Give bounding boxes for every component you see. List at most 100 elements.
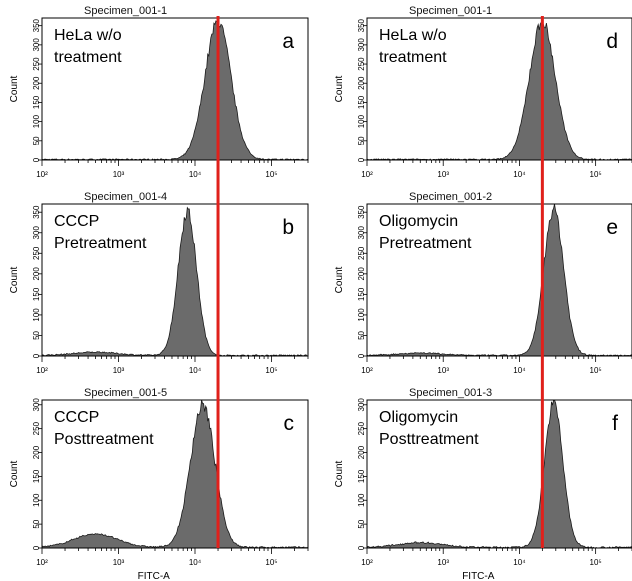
plot-frame-e [366, 203, 632, 357]
y-tick-label: 300 [357, 398, 366, 412]
condition-label: Oligomycin [379, 213, 458, 230]
y-tick-label: 50 [357, 136, 366, 145]
y-tick-label: 150 [32, 469, 41, 483]
condition-label: treatment [54, 49, 122, 66]
y-axis-label: Count [9, 460, 20, 487]
histogram-d [366, 21, 632, 161]
y-tick-label: 0 [32, 157, 41, 162]
y-tick-label: 300 [357, 226, 366, 240]
panel-letter: e [606, 216, 618, 239]
specimen-title: Specimen_001-3 [409, 387, 492, 399]
x-tick-label: 10³ [437, 170, 449, 179]
y-tick-label: 0 [357, 353, 366, 358]
x-axis-label: FITC-A [138, 571, 171, 581]
plot-frame-b [41, 203, 309, 357]
panel-letter: a [282, 30, 294, 53]
panel-d: 10² 10³ 10⁴ 10⁵ 0 50 100 150 200 250 300 350 Count Sp… [334, 5, 632, 179]
x-tick-label: 10³ [113, 558, 125, 567]
x-tick-label: 10⁵ [265, 366, 277, 375]
condition-label: Oligomycin [379, 409, 458, 426]
y-tick-label: 300 [357, 38, 366, 52]
condition-label: Pretreatment [54, 235, 147, 252]
y-tick-label: 200 [32, 76, 41, 90]
panel-c: 10² 10³ 10⁴ 10⁵ 0 50 100 150 200 250 300 Count FITC-… [9, 387, 309, 581]
y-tick-label: 350 [32, 18, 41, 32]
y-tick-label: 300 [32, 38, 41, 52]
y-tick-label: 200 [32, 267, 41, 281]
y-tick-label: 0 [357, 545, 366, 550]
y-tick-label: 50 [32, 136, 41, 145]
y-tick-label: 50 [357, 330, 366, 339]
y-tick-label: 250 [357, 421, 366, 435]
condition-label: treatment [379, 49, 447, 66]
histogram-c [41, 399, 309, 549]
y-tick-label: 150 [357, 469, 366, 483]
condition-label: Pretreatment [379, 235, 472, 252]
condition-label: Posttreatment [379, 431, 479, 448]
y-tick-label: 350 [32, 205, 41, 219]
x-tick-label: 10² [361, 558, 373, 567]
y-tick-label: 300 [32, 226, 41, 240]
panel-f: 10² 10³ 10⁴ 10⁵ 0 50 100 150 200 250 300 Count FITC-… [334, 387, 632, 581]
x-tick-label: 10³ [113, 170, 125, 179]
y-tick-label: 0 [357, 157, 366, 162]
y-tick-label: 0 [32, 353, 41, 358]
y-tick-label: 200 [357, 267, 366, 281]
y-tick-label: 200 [357, 76, 366, 90]
y-tick-label: 50 [32, 330, 41, 339]
y-axis-label: Count [334, 266, 345, 293]
y-tick-label: 150 [357, 95, 366, 109]
x-tick-label: 10⁴ [189, 170, 202, 179]
histogram-e [366, 203, 632, 357]
x-tick-label: 10⁴ [189, 558, 202, 567]
condition-label: HeLa w/o [54, 27, 122, 44]
y-tick-label: 350 [357, 205, 366, 219]
y-tick-label: 250 [357, 246, 366, 260]
x-tick-label: 10⁴ [513, 558, 526, 567]
y-tick-label: 250 [32, 57, 41, 71]
specimen-title: Specimen_001-2 [409, 191, 492, 203]
x-tick-label: 10⁴ [513, 366, 526, 375]
y-tick-label: 100 [357, 308, 366, 322]
plot-frame-a [41, 17, 309, 161]
y-tick-label: 250 [32, 421, 41, 435]
condition-label: CCCP [54, 213, 99, 230]
panel-b: 10² 10³ 10⁴ 10⁵ 0 50 100 150 200 250 300 350 Count Sp… [9, 191, 309, 375]
x-tick-label: 10⁵ [590, 558, 602, 567]
x-tick-label: 10³ [113, 366, 125, 375]
x-tick-label: 10² [36, 558, 48, 567]
x-tick-label: 10² [361, 170, 373, 179]
y-tick-label: 100 [32, 308, 41, 322]
y-tick-label: 200 [357, 445, 366, 459]
y-tick-label: 150 [32, 95, 41, 109]
y-tick-label: 100 [32, 493, 41, 507]
y-tick-label: 0 [32, 545, 41, 550]
x-tick-label: 10⁵ [590, 366, 602, 375]
y-axis-label: Count [9, 266, 20, 293]
y-tick-label: 150 [357, 287, 366, 301]
y-tick-label: 250 [32, 246, 41, 260]
specimen-title: Specimen_001-4 [84, 191, 167, 203]
y-tick-label: 100 [357, 493, 366, 507]
x-tick-label: 10² [361, 366, 373, 375]
panel-letter: b [282, 216, 294, 239]
x-axis-label: FITC-A [462, 571, 495, 581]
plot-frame-f [366, 399, 632, 549]
condition-label: Posttreatment [54, 431, 154, 448]
y-tick-label: 100 [357, 114, 366, 128]
plot-frame-c [41, 399, 309, 549]
condition-label: CCCP [54, 409, 99, 426]
y-tick-label: 50 [32, 519, 41, 528]
specimen-title: Specimen_001-1 [84, 5, 167, 17]
y-tick-label: 350 [357, 18, 366, 32]
x-tick-label: 10² [36, 366, 48, 375]
panel-e: 10² 10³ 10⁴ 10⁵ 0 50 100 150 200 250 300 350 Count Sp… [334, 191, 632, 375]
panel-letter: f [612, 412, 618, 435]
x-tick-label: 10⁵ [265, 558, 277, 567]
x-tick-label: 10³ [437, 558, 449, 567]
specimen-title: Specimen_001-1 [409, 5, 492, 17]
y-axis-label: Count [334, 75, 345, 102]
y-tick-label: 300 [32, 398, 41, 412]
plot-frame-d [366, 17, 632, 161]
